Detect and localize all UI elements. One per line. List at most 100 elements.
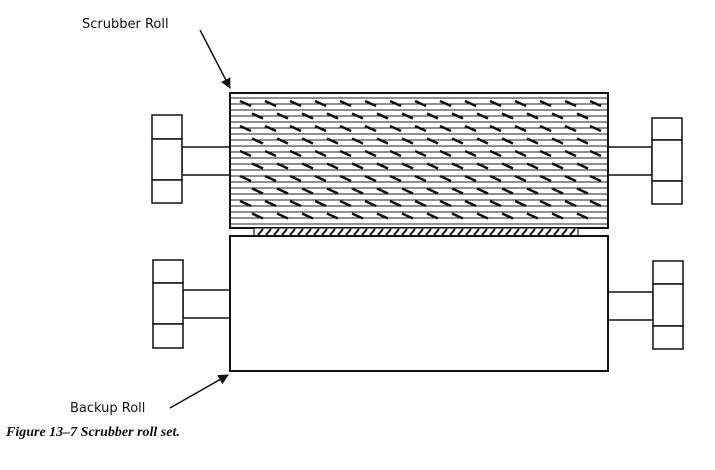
bristle-mark: [239, 124, 252, 133]
strip-hatch-mark: [321, 228, 328, 236]
bristle-mark: [476, 212, 489, 220]
bristle-mark: [451, 162, 464, 170]
bristle-mark: [276, 187, 289, 195]
strip-hatch-mark: [401, 228, 408, 236]
bristle-mark: [576, 187, 589, 195]
bristle-mark: [551, 187, 564, 195]
bristle-mark: [514, 174, 527, 183]
bristle-mark: [364, 174, 377, 183]
strip-hatch-mark: [553, 228, 560, 236]
bristle-mark: [476, 137, 489, 145]
strip-hatch-mark: [561, 228, 568, 236]
bristle-mark: [264, 124, 277, 133]
bristle-mark: [239, 149, 252, 158]
bristle-mark: [264, 149, 277, 158]
bristle-mark: [526, 187, 539, 195]
strip-hatch-mark: [569, 228, 576, 236]
bristle-mark: [301, 162, 314, 170]
strip-hatch-mark: [489, 228, 496, 236]
bristle-mark: [276, 137, 289, 145]
bristle-mark: [289, 174, 302, 183]
bristle-mark: [401, 137, 414, 145]
strip-hatch-mark: [409, 228, 416, 236]
bristle-mark: [464, 99, 477, 108]
bristle-mark: [551, 137, 564, 145]
bristle-mark: [439, 199, 452, 208]
bristle-mark: [376, 112, 389, 120]
bristle-mark: [439, 149, 452, 158]
bristle-mark: [289, 124, 302, 133]
bristle-mark: [326, 112, 339, 120]
strip-hatch-mark: [521, 228, 528, 236]
bristle-mark: [401, 112, 414, 120]
bristle-mark: [314, 174, 327, 183]
bristle-mark: [539, 199, 552, 208]
scrubber-roll-right-shaft: [607, 146, 653, 176]
bristle-mark: [326, 162, 339, 170]
bristle-mark: [489, 149, 502, 158]
strip-hatch-mark: [369, 228, 376, 236]
bristle-mark: [326, 212, 339, 220]
bristle-mark: [476, 187, 489, 195]
scrubber-roll-right-hub: [651, 117, 683, 205]
strip-hatch-mark: [377, 228, 384, 236]
bristle-mark: [276, 162, 289, 170]
bristle-mark: [251, 212, 264, 220]
bristle-mark: [476, 112, 489, 120]
backup-roll-label: Backup Roll: [70, 401, 145, 416]
bristle-mark: [251, 187, 264, 195]
bristle-mark: [276, 212, 289, 220]
bristle-mark: [239, 99, 252, 108]
bristle-mark: [489, 124, 502, 133]
strip-hatch-mark: [505, 228, 512, 236]
bristle-mark: [364, 149, 377, 158]
bristle-mark: [451, 212, 464, 220]
bristle-mark: [326, 137, 339, 145]
strip-hatch-mark: [433, 228, 440, 236]
bristle-mark: [239, 174, 252, 183]
bristle-mark: [489, 174, 502, 183]
bristle-mark: [389, 124, 402, 133]
bristle-mark: [564, 199, 577, 208]
strip-hatch-mark: [513, 228, 520, 236]
bristle-mark: [576, 112, 589, 120]
bristle-mark: [551, 112, 564, 120]
strip-hatch-mark: [305, 228, 312, 236]
bristle-mark: [451, 112, 464, 120]
bristle-mark: [414, 124, 427, 133]
strip-hatch-mark: [273, 228, 280, 236]
bristle-mark: [301, 212, 314, 220]
bristle-mark: [339, 199, 352, 208]
bristle-mark: [414, 199, 427, 208]
bristle-mark: [251, 112, 264, 120]
strip-hatch-mark: [481, 228, 488, 236]
bristle-mark: [464, 124, 477, 133]
bristle-mark: [501, 187, 514, 195]
bristle-mark: [539, 174, 552, 183]
bristle-mark: [451, 187, 464, 195]
bristle-mark: [339, 124, 352, 133]
bristle-mark: [539, 149, 552, 158]
bristle-mark: [314, 124, 327, 133]
bristle-mark: [314, 99, 327, 108]
bristle-mark: [526, 162, 539, 170]
bristle-mark: [514, 99, 527, 108]
bristle-mark: [551, 162, 564, 170]
strip-hatch-mark: [345, 228, 352, 236]
backup-roll-left-hub: [152, 259, 184, 349]
bristle-mark: [364, 124, 377, 133]
bristle-mark: [426, 162, 439, 170]
strip-hatch-mark: [361, 228, 368, 236]
strip-hatch-mark: [385, 228, 392, 236]
bristle-mark: [526, 112, 539, 120]
bristle-mark: [276, 112, 289, 120]
strip-hatch-mark: [497, 228, 504, 236]
bristle-mark: [576, 212, 589, 220]
contact-strip: [253, 227, 579, 237]
bristle-mark: [414, 149, 427, 158]
bristle-mark: [564, 124, 577, 133]
strip-hatch-mark: [417, 228, 424, 236]
bristle-mark: [501, 162, 514, 170]
bristle-mark: [351, 212, 364, 220]
